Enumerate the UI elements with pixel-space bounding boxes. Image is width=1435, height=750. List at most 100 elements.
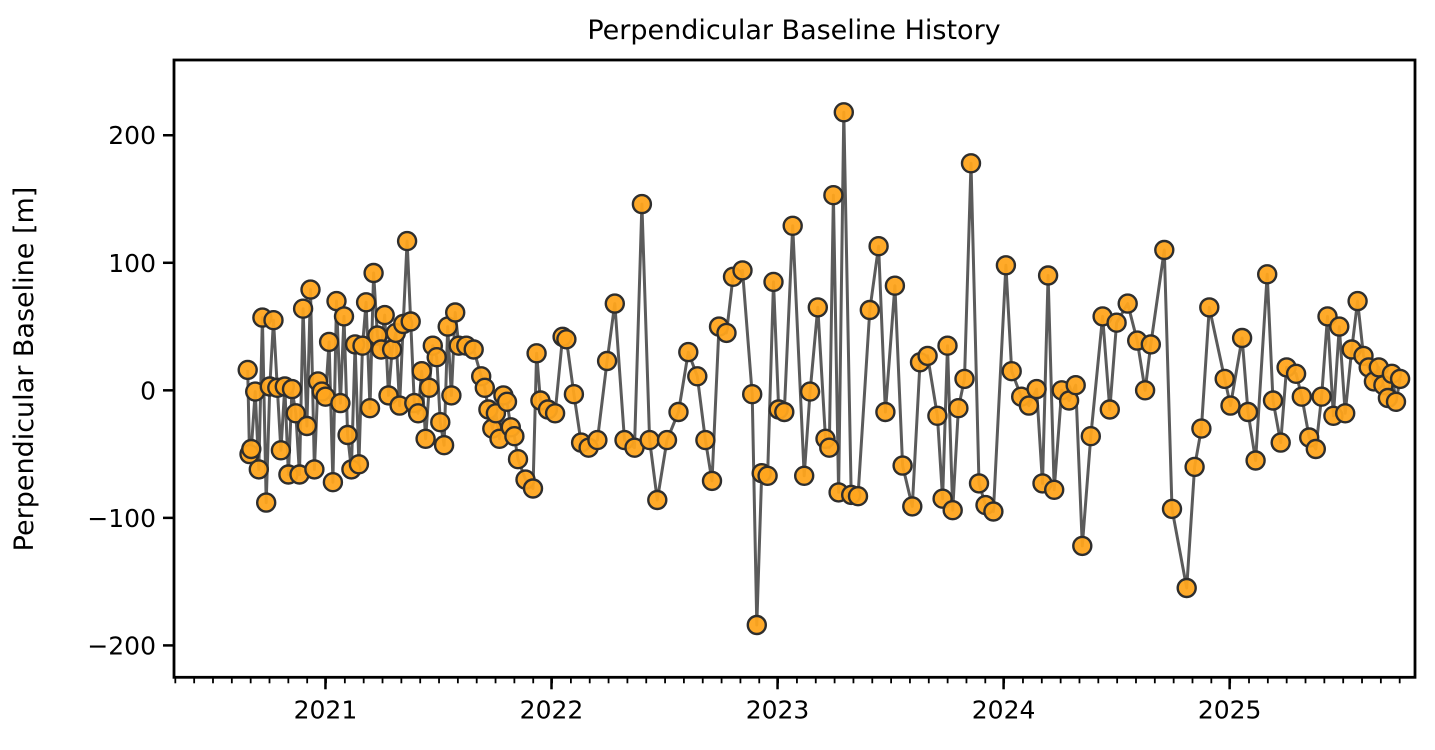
data-point <box>374 304 395 326</box>
data-point <box>270 440 292 461</box>
data-point <box>281 378 303 400</box>
data-point <box>639 429 660 451</box>
data-point <box>847 486 869 507</box>
data-point <box>256 492 277 513</box>
data-point <box>433 435 455 456</box>
data-point <box>544 403 566 424</box>
data-point <box>631 193 653 215</box>
data-point <box>352 335 373 356</box>
data-point <box>1018 395 1040 416</box>
data-point <box>927 405 948 426</box>
data-point <box>596 350 618 372</box>
data-point <box>445 302 466 323</box>
data-point <box>833 102 854 123</box>
data-point <box>430 412 451 433</box>
data-point <box>884 275 906 296</box>
data-point <box>1191 418 1212 439</box>
data-point <box>960 153 982 174</box>
data-point <box>396 230 418 252</box>
data-point <box>407 403 429 424</box>
data-point <box>419 377 440 398</box>
x-tick-label: 2024 <box>972 695 1036 724</box>
y-tick-label: 200 <box>108 121 156 150</box>
data-point <box>1176 577 1197 599</box>
data-point <box>1231 327 1253 349</box>
y-tick-label: −200 <box>87 631 156 660</box>
x-tick-label: 2023 <box>746 695 810 724</box>
data-point <box>300 279 321 300</box>
data-point <box>983 501 1004 522</box>
data-point <box>1237 401 1259 423</box>
data-point <box>337 424 358 446</box>
data-point <box>746 614 767 636</box>
chart-title: Perpendicular Baseline History <box>587 15 1000 46</box>
data-point <box>1220 395 1241 416</box>
data-point <box>1270 432 1291 453</box>
y-tick-label: 0 <box>140 376 156 405</box>
data-point <box>716 322 737 344</box>
data-point <box>241 438 262 460</box>
data-point <box>954 368 975 390</box>
data-point <box>441 385 462 406</box>
x-tick-label: 2021 <box>294 695 358 724</box>
data-point <box>742 384 763 405</box>
data-point <box>463 339 484 360</box>
data-point <box>1329 316 1350 337</box>
data-point <box>322 472 344 493</box>
data-point <box>556 329 577 350</box>
data-point <box>522 478 544 499</box>
axes-frame <box>172 58 1417 679</box>
data-point <box>732 260 753 281</box>
data-point <box>381 339 403 360</box>
data-point <box>701 470 723 492</box>
data-point <box>823 184 844 206</box>
data-point <box>1154 239 1175 261</box>
data-point <box>348 454 370 475</box>
data-point <box>763 271 784 293</box>
data-point <box>678 341 699 363</box>
data-point <box>647 489 668 511</box>
data-point <box>774 401 795 423</box>
data-point <box>318 331 340 353</box>
y-tick-label: −100 <box>87 504 156 533</box>
data-point <box>526 343 547 364</box>
y-axis-label: Perpendicular Baseline [m] <box>9 187 40 552</box>
data-point <box>1117 293 1138 314</box>
data-point <box>1106 312 1127 333</box>
data-point <box>1334 403 1356 424</box>
data-point <box>1026 378 1047 400</box>
data-point <box>868 235 889 257</box>
x-tick-label: 2025 <box>1198 695 1262 724</box>
data-point <box>794 465 815 486</box>
data-point <box>1080 426 1102 447</box>
data-point <box>1262 390 1284 411</box>
data-point <box>304 459 325 480</box>
data-point <box>892 455 913 476</box>
data-point <box>474 377 495 398</box>
data-point <box>942 500 963 521</box>
data-point <box>330 392 351 414</box>
data-point <box>937 335 958 356</box>
data-point <box>807 297 828 318</box>
data-point <box>782 215 803 237</box>
data-point <box>757 465 778 486</box>
data-point <box>1043 479 1065 500</box>
data-point <box>819 437 840 458</box>
data-point <box>355 292 377 313</box>
data-point <box>248 459 269 480</box>
data-point <box>859 299 880 321</box>
data-point <box>587 429 608 451</box>
data-point <box>1072 535 1093 557</box>
data-point <box>995 255 1017 276</box>
data-point <box>604 293 625 314</box>
data-point <box>1214 368 1235 390</box>
data-point <box>695 429 716 451</box>
data-point <box>1389 368 1411 390</box>
data-point <box>968 473 990 494</box>
data-point <box>1245 450 1266 471</box>
data-point <box>359 398 381 419</box>
data-point <box>1311 386 1332 407</box>
plot-area: 2021 2022 2023 2024 2025 200 100 0 −100 −200 <box>87 58 1417 724</box>
